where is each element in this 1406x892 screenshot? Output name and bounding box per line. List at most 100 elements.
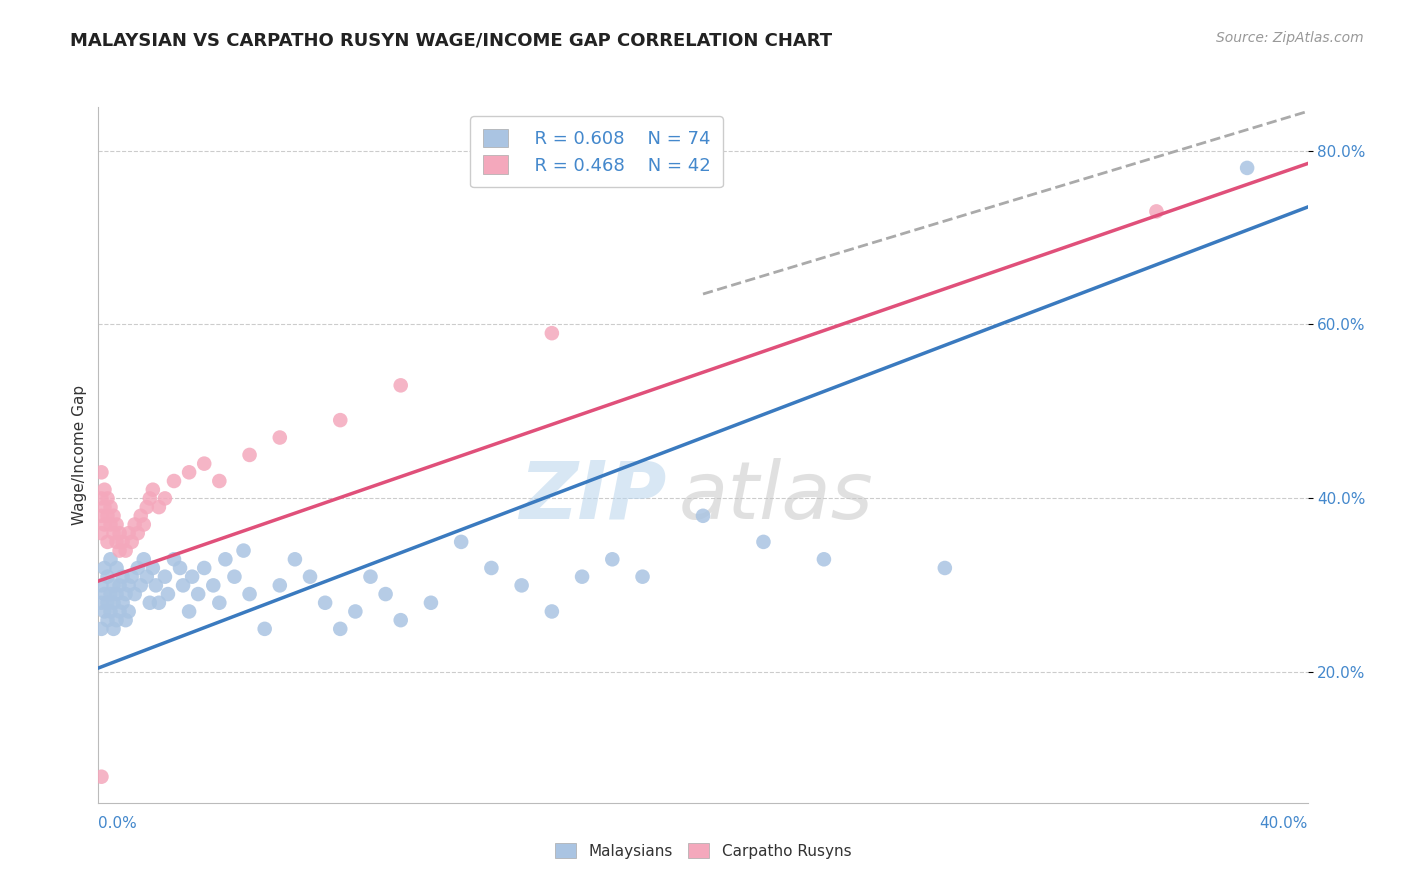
Point (90, 770, 112, 784)
Point (631, 570, 654, 584)
Point (129, 508, 152, 523)
Point (602, 552, 624, 566)
Point (100, 587, 122, 601)
Point (118, 578, 141, 592)
Point (114, 587, 136, 601)
Point (108, 526, 131, 541)
Point (269, 578, 291, 592)
Point (93, 587, 115, 601)
Point (389, 613, 412, 627)
Point (127, 561, 149, 575)
Point (163, 474, 186, 488)
Point (118, 526, 141, 541)
Point (127, 526, 149, 541)
Point (135, 570, 157, 584)
Point (135, 500, 157, 514)
Point (172, 578, 194, 592)
Point (187, 587, 209, 601)
Point (103, 622, 125, 636)
Point (329, 413, 352, 427)
Point (100, 517, 122, 532)
Point (93, 483, 115, 497)
Point (93, 500, 115, 514)
Point (389, 378, 412, 392)
Text: ZIP: ZIP (519, 458, 666, 536)
Point (253, 622, 276, 636)
Point (269, 430, 291, 444)
Point (510, 578, 533, 592)
Point (132, 552, 155, 566)
Point (132, 517, 155, 532)
Point (114, 543, 136, 558)
Point (181, 570, 204, 584)
Point (100, 605, 122, 619)
Point (118, 605, 141, 619)
Point (124, 587, 146, 601)
Point (208, 596, 231, 610)
Point (139, 596, 162, 610)
Point (108, 578, 131, 592)
Point (224, 570, 246, 584)
Point (96, 570, 118, 584)
Point (177, 466, 201, 480)
Point (692, 508, 714, 523)
Text: atlas: atlas (679, 458, 873, 536)
Point (540, 605, 562, 619)
Point (129, 578, 152, 592)
Point (121, 534, 143, 549)
Point (193, 561, 215, 575)
Text: 40.0%: 40.0% (1260, 816, 1308, 830)
Point (96, 491, 118, 506)
Point (284, 552, 307, 566)
Point (329, 622, 352, 636)
Text: Source: ZipAtlas.com: Source: ZipAtlas.com (1216, 31, 1364, 45)
Point (100, 552, 122, 566)
Point (208, 474, 231, 488)
Legend: Malaysians, Carpatho Rusyns: Malaysians, Carpatho Rusyns (548, 837, 858, 864)
Point (90, 526, 112, 541)
Point (111, 596, 134, 610)
Point (105, 534, 128, 549)
Point (239, 587, 262, 601)
Point (571, 570, 593, 584)
Point (142, 483, 165, 497)
Point (121, 570, 143, 584)
Y-axis label: Wage/Income Gap: Wage/Income Gap (72, 384, 87, 525)
Point (481, 561, 503, 575)
Point (111, 534, 134, 549)
Point (124, 517, 146, 532)
Point (90, 491, 112, 506)
Point (934, 561, 956, 575)
Point (239, 448, 262, 462)
Point (163, 552, 186, 566)
Point (145, 578, 167, 592)
Point (93, 517, 115, 532)
Point (360, 570, 382, 584)
Point (105, 587, 128, 601)
Point (90, 596, 112, 610)
Point (103, 578, 125, 592)
Point (148, 596, 170, 610)
Point (108, 605, 131, 619)
Point (142, 561, 165, 575)
Point (96, 596, 118, 610)
Point (813, 552, 835, 566)
Point (96, 508, 118, 523)
Point (114, 613, 136, 627)
Point (752, 534, 775, 549)
Point (169, 561, 191, 575)
Point (177, 605, 201, 619)
Point (90, 508, 112, 523)
Point (1144, 204, 1167, 219)
Point (100, 500, 122, 514)
Point (90, 578, 112, 592)
Point (450, 534, 472, 549)
Point (1236, 161, 1258, 175)
Text: 0.0%: 0.0% (98, 816, 138, 830)
Text: MALAYSIAN VS CARPATHO RUSYN WAGE/INCOME GAP CORRELATION CHART: MALAYSIAN VS CARPATHO RUSYN WAGE/INCOME … (70, 31, 832, 49)
Point (540, 326, 562, 340)
Point (111, 570, 134, 584)
Point (139, 491, 162, 506)
Point (374, 587, 396, 601)
Point (156, 587, 179, 601)
